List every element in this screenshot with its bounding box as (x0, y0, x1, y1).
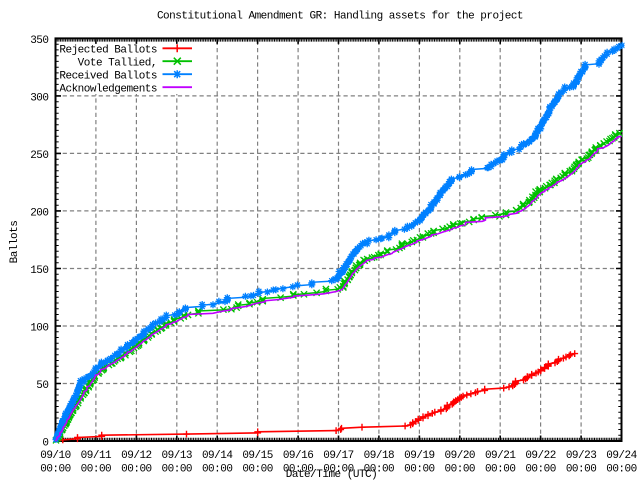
svg-text:Constitutional Amendment GR: H: Constitutional Amendment GR: Handling as… (157, 11, 523, 23)
svg-text:00:00: 00:00 (404, 463, 435, 475)
svg-text:00:00: 00:00 (323, 463, 354, 475)
svg-text:00:00: 00:00 (121, 463, 152, 475)
svg-text:09/22: 09/22 (525, 450, 556, 462)
svg-text:350: 350 (30, 35, 48, 47)
svg-text:09/21: 09/21 (485, 450, 516, 462)
svg-text:00:00: 00:00 (566, 463, 597, 475)
svg-text:09/14: 09/14 (202, 450, 233, 462)
svg-text:00:00: 00:00 (40, 463, 71, 475)
svg-text:250: 250 (30, 150, 48, 162)
svg-text:200: 200 (30, 207, 48, 219)
svg-text:09/24: 09/24 (606, 450, 637, 462)
svg-text:00:00: 00:00 (485, 463, 516, 475)
svg-text:Date/Time (UTC): Date/Time (UTC) (286, 469, 378, 480)
svg-text:09/19: 09/19 (404, 450, 435, 462)
svg-text:00:00: 00:00 (283, 463, 314, 475)
svg-text:00:00: 00:00 (606, 463, 637, 475)
svg-text:09/13: 09/13 (162, 450, 193, 462)
svg-text:100: 100 (30, 322, 48, 334)
svg-text:09/23: 09/23 (566, 450, 597, 462)
svg-text:09/15: 09/15 (242, 450, 273, 462)
svg-text:00:00: 00:00 (525, 463, 556, 475)
svg-text:0: 0 (42, 437, 48, 449)
svg-text:09/20: 09/20 (445, 450, 476, 462)
svg-text:00:00: 00:00 (162, 463, 193, 475)
svg-text:Received Ballots: Received Ballots (59, 71, 157, 83)
svg-text:00:00: 00:00 (242, 463, 273, 475)
svg-text:09/17: 09/17 (323, 450, 354, 462)
svg-text:Vote Tallied,: Vote Tallied, (78, 58, 157, 70)
svg-text:50: 50 (36, 380, 48, 392)
svg-text:09/16: 09/16 (283, 450, 314, 462)
svg-text:00:00: 00:00 (364, 463, 395, 475)
svg-text:150: 150 (30, 265, 48, 277)
svg-text:09/18: 09/18 (364, 450, 395, 462)
svg-text:00:00: 00:00 (81, 463, 112, 475)
svg-text:09/12: 09/12 (121, 450, 152, 462)
svg-text:300: 300 (30, 92, 48, 104)
svg-text:00:00: 00:00 (445, 463, 476, 475)
svg-text:Rejected Ballots: Rejected Ballots (59, 45, 157, 57)
svg-text:Ballots: Ballots (9, 221, 21, 264)
svg-text:Acknowledgements: Acknowledgements (59, 84, 157, 96)
svg-text:09/11: 09/11 (81, 450, 112, 462)
svg-text:09/10: 09/10 (40, 450, 71, 462)
svg-text:00:00: 00:00 (202, 463, 233, 475)
